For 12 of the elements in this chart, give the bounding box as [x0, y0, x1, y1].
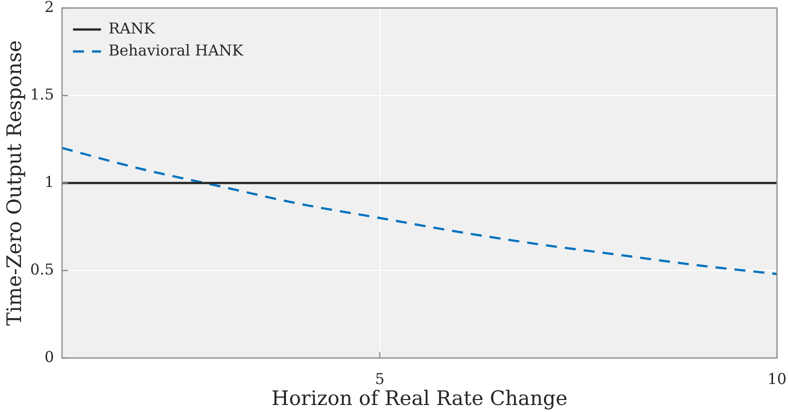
- x-tick-label: 10: [767, 370, 787, 388]
- y-tick-label: 1: [44, 172, 54, 191]
- line-series: [62, 146, 777, 276]
- legend-label: RANK: [108, 19, 156, 38]
- y-axis-title: Time-Zero Output Response: [2, 40, 26, 326]
- x-tick-label: 5: [375, 370, 385, 388]
- y-tick-label: 2: [44, 0, 54, 16]
- y-tick-label: 1.5: [30, 85, 54, 104]
- x-axis-title: Horizon of Real Rate Change: [272, 386, 568, 410]
- y-tick-label: 0: [44, 348, 54, 366]
- legend-label: Behavioral HANK: [108, 41, 244, 60]
- y-tick-label: 0.5: [30, 260, 54, 278]
